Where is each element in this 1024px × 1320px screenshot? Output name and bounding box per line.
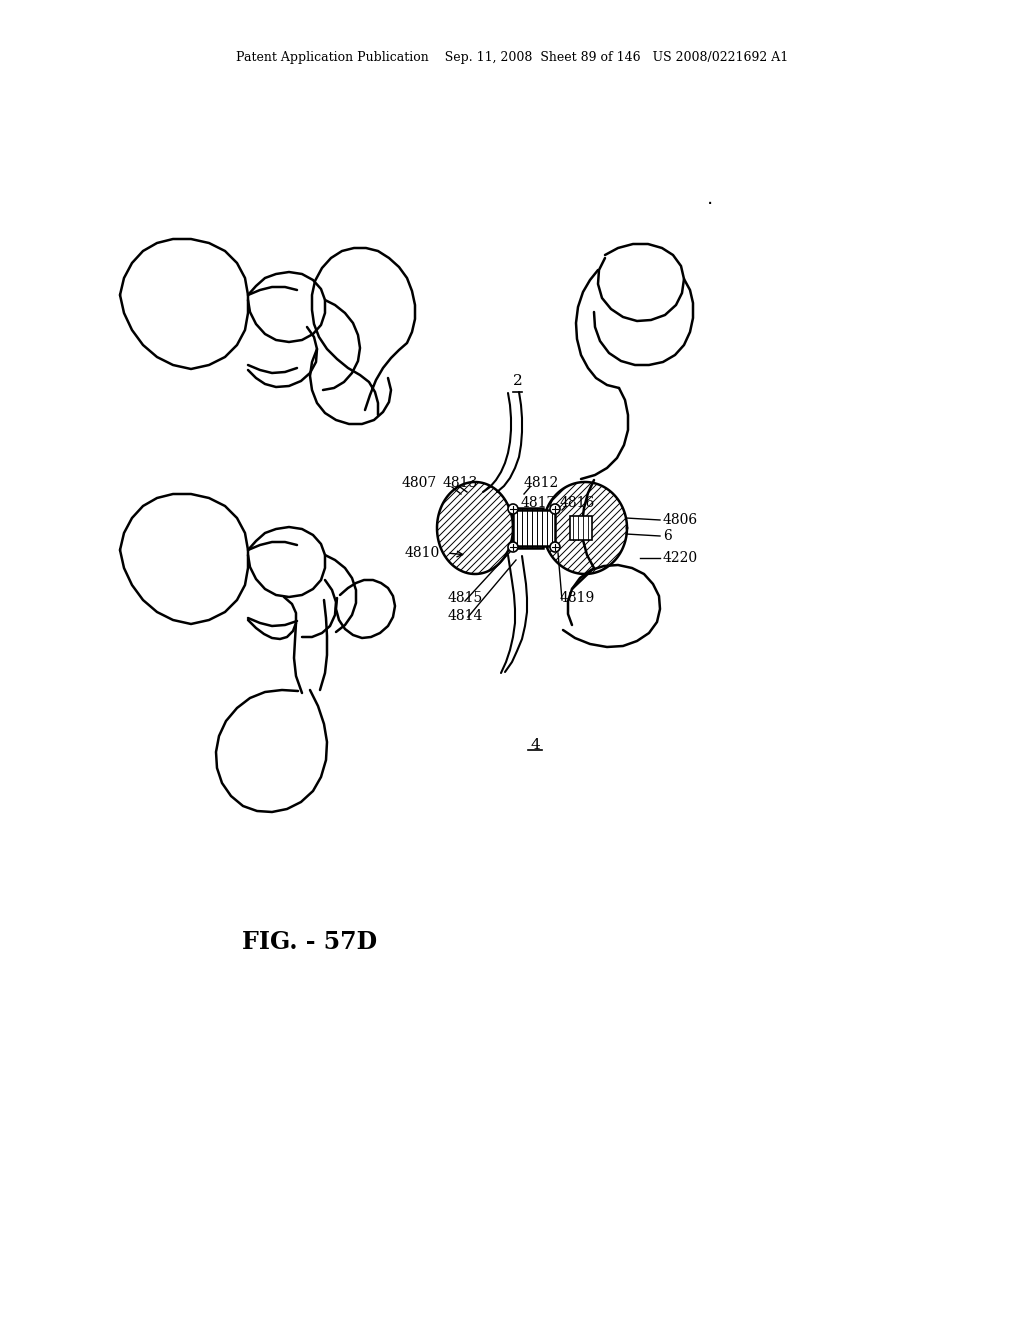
Text: 4: 4	[530, 738, 540, 752]
Circle shape	[550, 543, 560, 552]
Circle shape	[508, 543, 518, 552]
Text: 4814: 4814	[447, 609, 482, 623]
Bar	[513, 508, 543, 548]
Bar	[513, 515, 543, 541]
Text: 4806: 4806	[663, 513, 698, 527]
Text: 4817: 4817	[520, 496, 556, 510]
Circle shape	[550, 504, 560, 513]
Text: 4220: 4220	[663, 550, 698, 565]
Text: FIG. - 57D: FIG. - 57D	[243, 931, 378, 954]
Bar	[570, 516, 592, 540]
Text: 6: 6	[663, 529, 672, 543]
Circle shape	[508, 504, 518, 513]
Bar	[513, 510, 555, 546]
Text: 2: 2	[513, 374, 522, 388]
Text: 4813: 4813	[443, 477, 478, 490]
Text: Patent Application Publication    Sep. 11, 2008  Sheet 89 of 146   US 2008/02216: Patent Application Publication Sep. 11, …	[236, 51, 788, 65]
Text: 4815: 4815	[447, 591, 482, 605]
Text: 4807: 4807	[401, 477, 437, 490]
Text: ·: ·	[707, 195, 713, 214]
Text: 4812: 4812	[524, 477, 559, 490]
Text: 4810: 4810	[404, 546, 440, 560]
Text: 4819: 4819	[560, 591, 595, 605]
Text: 4816: 4816	[560, 496, 595, 510]
